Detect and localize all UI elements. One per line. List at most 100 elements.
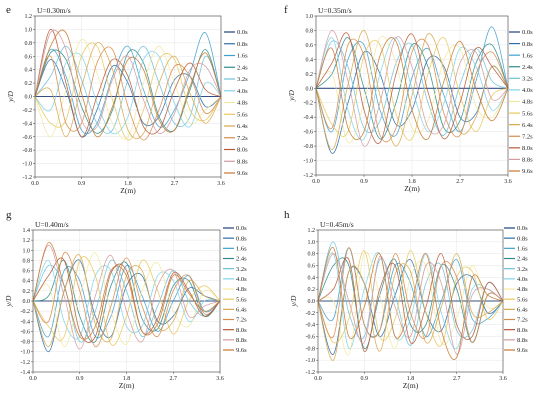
legend-label: 6.4s <box>237 123 248 130</box>
y-tick-label: -1.0 <box>306 358 316 364</box>
y-tick-label: -0.8 <box>306 346 316 352</box>
legend-label: 2.4s <box>237 64 248 71</box>
x-tick-label: 3.6 <box>217 181 225 187</box>
legend-label: 0.8s <box>517 235 528 242</box>
chart-panel-e: e U=0.30m/s 0.0 0.9 1.8 2.7 3.6 -1.2 -1.0 -0.8 -0.… <box>6 4 248 195</box>
series-line-7.2s <box>32 251 221 348</box>
legend-label: 0.0s <box>237 29 248 36</box>
y-tick-label: -0.2 <box>23 108 33 114</box>
legend-label: 5.6s <box>517 296 528 303</box>
legend-label: 8.8s <box>522 157 533 164</box>
y-tick-label: 0.2 <box>23 289 31 295</box>
legend-label: 7.2s <box>237 135 248 142</box>
y-tick-label: 1.0 <box>308 240 316 246</box>
series-line-9.6s <box>317 247 504 360</box>
legend-label: 1.6s <box>237 53 248 60</box>
y-tick-label: -1.2 <box>306 370 316 376</box>
series-line-9.6s <box>315 37 509 141</box>
y-axis-label: y/D <box>4 295 13 307</box>
legend-label: 8.0s <box>236 327 247 334</box>
y-tick-label: -0.6 <box>23 135 33 141</box>
legend-label: 0.0s <box>236 225 247 232</box>
legend-label: 0.8s <box>236 235 247 242</box>
series-line-6.4s <box>315 30 509 151</box>
series-line-4.8s <box>315 35 509 144</box>
panel-letter: e <box>6 4 11 16</box>
legend-label: 6.4s <box>236 307 247 314</box>
x-tick-label: 3.6 <box>216 376 224 382</box>
series-line-4.0s <box>315 37 509 141</box>
panel-letter: g <box>6 209 12 221</box>
x-tick-label: 0.9 <box>361 376 369 382</box>
y-tick-label: 0.8 <box>306 28 314 34</box>
legend-label: 2.4s <box>517 256 528 263</box>
series-line-4.0s <box>34 51 222 135</box>
legend-label: 4.8s <box>517 286 528 293</box>
y-tick-label: 0.8 <box>23 258 31 264</box>
y-tick-label: 0.0 <box>308 299 316 305</box>
legend-label: 0.0s <box>522 29 533 36</box>
y-tick-label: -1.4 <box>21 370 31 376</box>
y-tick-label: 0.6 <box>23 269 31 275</box>
legend-label: 8.8s <box>517 337 528 344</box>
legend-label: 0.0s <box>517 225 528 232</box>
legend-label: 3.2s <box>236 266 247 273</box>
legend: 0.0s 0.8s 1.6s 2.4s 3.2s 4.0s 4.8s 5.6s 6.4s 7.2s… <box>223 225 247 354</box>
legend-label: 8.0s <box>517 327 528 334</box>
series-line-4.0s <box>32 260 221 340</box>
series-line-4.0s <box>317 251 504 349</box>
legend-label: 3.2s <box>517 266 528 273</box>
series-line-6.4s <box>317 253 504 361</box>
y-tick-label: 0.6 <box>306 43 314 49</box>
condition-label: U=0.40m/s <box>35 220 69 229</box>
y-tick-label: 0.2 <box>25 81 33 87</box>
series-line-1.6s <box>34 32 222 135</box>
y-tick-label: -1.0 <box>23 162 33 168</box>
legend-label: 5.6s <box>522 110 533 117</box>
series-line-4.8s <box>34 39 222 140</box>
y-tick-label: -1.2 <box>23 175 33 181</box>
x-tick-label: 0.9 <box>76 376 84 382</box>
y-tick-label: 0.0 <box>25 95 33 101</box>
y-tick-label: 1.2 <box>308 228 316 234</box>
y-tick-label: 0.8 <box>25 41 33 47</box>
legend-label: 8.0s <box>237 147 248 154</box>
y-tick-label: 0.0 <box>306 86 314 92</box>
y-tick-label: 0.4 <box>25 68 33 74</box>
y-tick-label: 0.2 <box>308 287 316 293</box>
y-tick-label: -0.6 <box>304 130 314 136</box>
legend: 0.0s 0.8s 1.6s 2.4s 3.2s 4.0s 4.8s 5.6s 6.4s 7.2s… <box>224 29 248 177</box>
y-tick-label: 1.4 <box>23 228 31 234</box>
x-tick-label: 2.7 <box>170 376 178 382</box>
series-line-8.8s <box>317 253 504 355</box>
legend-label: 4.8s <box>522 99 533 106</box>
series-line-5.6s <box>32 256 221 346</box>
y-tick-label: -1.0 <box>304 159 314 165</box>
series-line-8.0s <box>34 29 222 138</box>
y-tick-label: -0.4 <box>21 319 31 325</box>
legend-label: 6.4s <box>517 307 528 314</box>
x-tick-label: 0.0 <box>29 376 37 382</box>
condition-label: U=0.30m/s <box>37 6 71 15</box>
y-tick-label: 0.6 <box>308 264 316 270</box>
series-line-2.4s <box>34 49 222 134</box>
legend-label: 1.6s <box>517 246 528 253</box>
y-axis-label: y/D <box>6 91 15 103</box>
legend-label: 0.8s <box>522 41 533 48</box>
legend-label: 9.6s <box>236 347 247 354</box>
y-axis-label: y/D <box>289 295 298 307</box>
y-tick-label: -0.8 <box>23 148 33 154</box>
y-tick-label: -0.6 <box>21 329 31 335</box>
series-line-4.8s <box>317 251 504 356</box>
x-tick-label: 3.6 <box>504 179 512 185</box>
y-tick-label: -0.4 <box>304 115 314 121</box>
legend-label: 1.6s <box>522 52 533 59</box>
series-line-7.2s <box>317 247 504 343</box>
series-line-3.2s <box>34 45 222 134</box>
y-tick-label: 1.2 <box>25 14 33 20</box>
legend-label: 9.6s <box>517 347 528 354</box>
series-line-7.2s <box>34 46 222 141</box>
series-line-8.8s <box>34 29 222 135</box>
legend: 0.0s 0.8s 1.6s 2.4s 3.2s 4.0s 4.8s 5.6s 6.4s 7.2s… <box>504 225 528 354</box>
y-tick-label: -1.0 <box>21 350 31 356</box>
